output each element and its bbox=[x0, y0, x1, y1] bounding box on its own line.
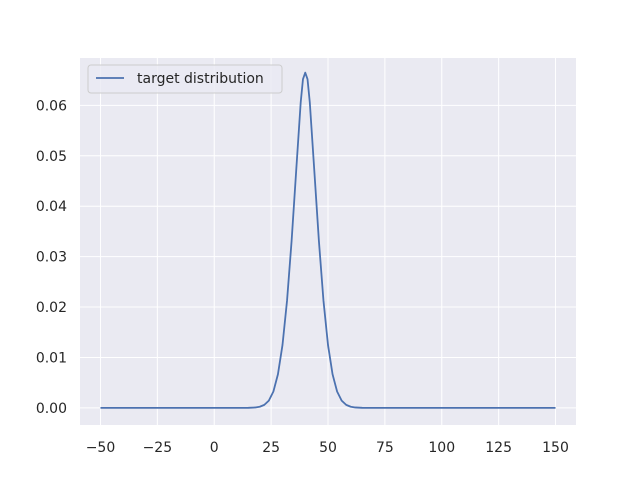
y-tick-label: 0.04 bbox=[36, 199, 67, 215]
series-line bbox=[100, 71, 556, 409]
x-tick-label: 75 bbox=[376, 440, 394, 456]
x-tick-label: −25 bbox=[143, 440, 173, 456]
x-tick-label: 25 bbox=[262, 440, 280, 456]
x-tick-label: 150 bbox=[542, 440, 569, 456]
y-axis: 0.00 0.01 0.02 0.03 0.04 0.05 0.06 bbox=[36, 98, 67, 416]
y-tick-label: 0.02 bbox=[36, 300, 67, 316]
y-tick-label: 0.03 bbox=[36, 250, 67, 266]
x-tick-label: −50 bbox=[86, 440, 116, 456]
x-tick-label: 125 bbox=[485, 440, 512, 456]
x-tick-label: 0 bbox=[210, 440, 219, 456]
x-tick-label: 100 bbox=[428, 440, 455, 456]
legend: target distribution bbox=[87, 64, 283, 94]
y-tick-label: 0.06 bbox=[36, 98, 67, 114]
series-layer bbox=[100, 71, 556, 409]
legend-label: target distribution bbox=[137, 71, 264, 87]
x-tick-label: 50 bbox=[319, 440, 337, 456]
legend-box bbox=[87, 64, 283, 94]
y-tick-label: 0.01 bbox=[36, 350, 67, 366]
y-tick-label: 0.05 bbox=[36, 149, 67, 165]
y-tick-label: 0.00 bbox=[36, 401, 67, 417]
x-axis: −50 −25 0 25 50 75 100 125 150 bbox=[86, 440, 569, 456]
